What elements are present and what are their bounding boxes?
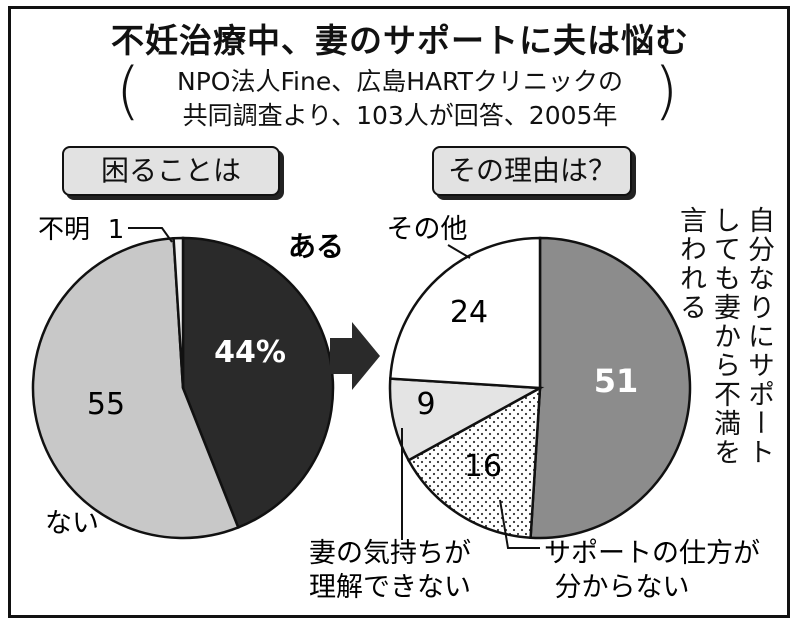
value-label-aru: 44% xyxy=(214,335,286,370)
pie-right-slice-1 xyxy=(406,385,542,540)
pie-left-slice-1 xyxy=(31,236,240,540)
value-label-shikata: 16 xyxy=(464,449,502,484)
category-label-shikata-1: サポートの仕方が xyxy=(544,538,760,569)
category-label-kimochi-1: 妻の気持ちが xyxy=(309,538,471,569)
panel-label-left: 困ることは xyxy=(62,146,280,196)
panel-label-right: その理由は？ xyxy=(432,146,632,196)
vertical-label-col3: 言われる xyxy=(675,206,706,322)
value-label-jibun: 51 xyxy=(594,362,639,400)
category-label-unknown: 不明 xyxy=(38,215,90,245)
leader-shikata xyxy=(499,499,540,549)
pie-right-slice-0 xyxy=(529,236,692,540)
source-line-1: NPO法人Fine、広島HARTクリニックの xyxy=(177,67,623,96)
pie-right-slice-2 xyxy=(388,377,545,462)
leader-unknown xyxy=(128,227,173,243)
value-label-kimochi: 9 xyxy=(416,387,435,422)
category-label-shikata-2: 分からない xyxy=(555,572,690,603)
pie-left xyxy=(31,236,335,540)
leader-sonota xyxy=(447,244,471,259)
category-label-kimochi-2: 理解できない xyxy=(309,572,471,603)
pie-right-slice-3 xyxy=(388,236,542,390)
value-label-nai: 55 xyxy=(87,387,125,422)
category-label-nai: ない xyxy=(45,508,99,539)
vertical-label-col2: しても妻から不満を xyxy=(709,206,740,467)
chart-title: 不妊治療中、妻のサポートに夫は悩む xyxy=(111,21,689,60)
value-label-unknown: 1 xyxy=(108,215,125,245)
arrow-icon xyxy=(330,322,380,390)
paren-close: ) xyxy=(654,54,679,127)
value-label-sonota: 24 xyxy=(450,295,488,330)
pie-left-slice-2 xyxy=(172,236,185,389)
source-line-2: 共同調査より、103人が回答、2005年 xyxy=(182,101,618,130)
paren-open: ( xyxy=(116,54,141,127)
vertical-label-col1: 自分なりにサポート xyxy=(743,206,774,467)
category-label-aru: ある xyxy=(288,230,344,263)
category-label-sonota: その他 xyxy=(387,214,468,245)
pie-right xyxy=(388,236,692,540)
